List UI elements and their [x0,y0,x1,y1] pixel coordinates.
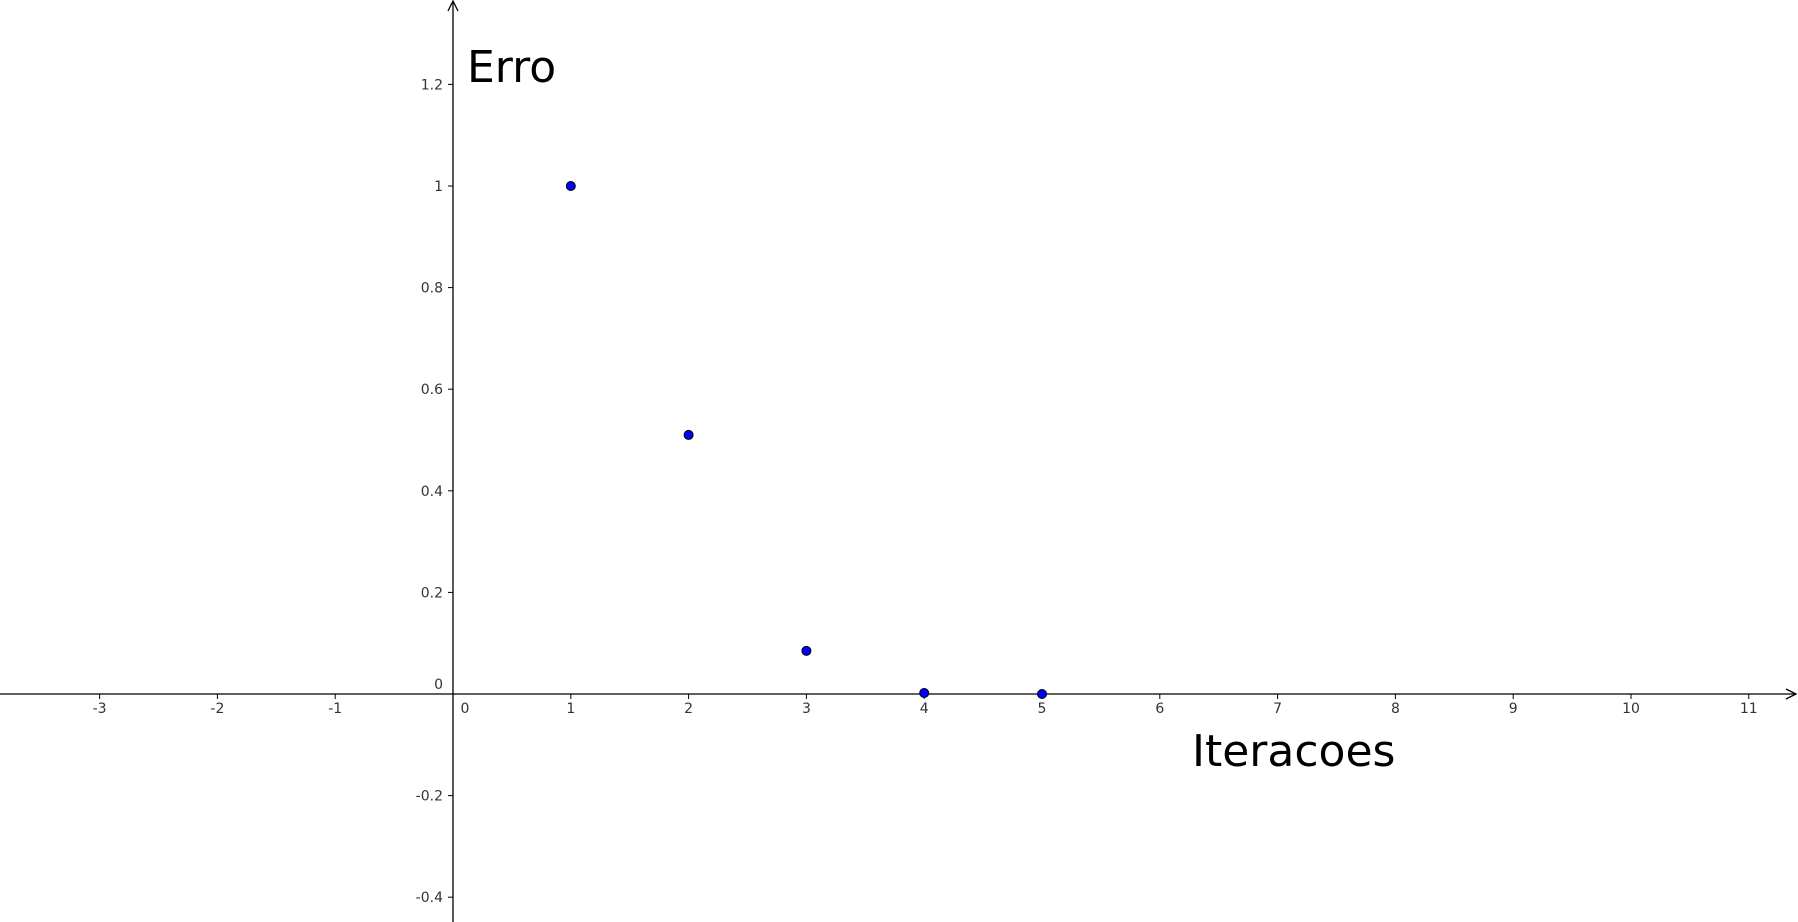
x-tick-label: 3 [802,701,811,717]
y-tick-label: 0 [434,677,443,693]
data-point [1037,689,1047,699]
x-tick-label: 8 [1391,701,1400,717]
data-point [801,645,812,656]
y-tick-label: 0.6 [421,382,443,398]
data-point [565,181,576,191]
y-axis-ticks: -0.4 -0.2 0 0.2 0.4 0.6 0.8 1 1.2 [416,77,453,906]
y-tick-label: 0.8 [421,281,443,297]
data-points [565,181,1047,699]
x-tick-label: 0 [461,701,470,717]
x-axis-ticks: -3 -2 -1 0 1 2 3 4 5 6 7 8 9 10 11 [93,694,1758,717]
y-tick-label: 1.2 [421,77,443,93]
y-tick-label: -0.2 [416,789,443,805]
data-point [919,687,930,698]
x-tick-label: -2 [210,701,224,717]
x-axis-arrow [1785,688,1798,700]
x-tick-label: 10 [1622,701,1640,717]
y-tick-label: 1 [434,179,443,195]
y-axis-arrow [447,0,459,12]
x-tick-label: 2 [684,701,693,717]
x-tick-label: -1 [328,701,342,717]
x-tick-label: 9 [1509,701,1518,717]
x-tick-label: 11 [1740,701,1758,717]
y-axis-title: Erro [467,42,556,93]
x-tick-label: 4 [920,701,929,717]
x-tick-label: 5 [1038,701,1047,717]
y-tick-label: 0.2 [421,585,443,601]
data-point [683,429,694,440]
x-axis-title: Iteracoes [1192,726,1395,777]
x-tick-label: 1 [566,701,575,717]
x-tick-label: -3 [93,701,107,717]
y-tick-label: -0.4 [416,890,443,906]
y-tick-label: 0.4 [421,484,443,500]
x-tick-label: 7 [1273,701,1282,717]
x-tick-label: 6 [1155,701,1164,717]
